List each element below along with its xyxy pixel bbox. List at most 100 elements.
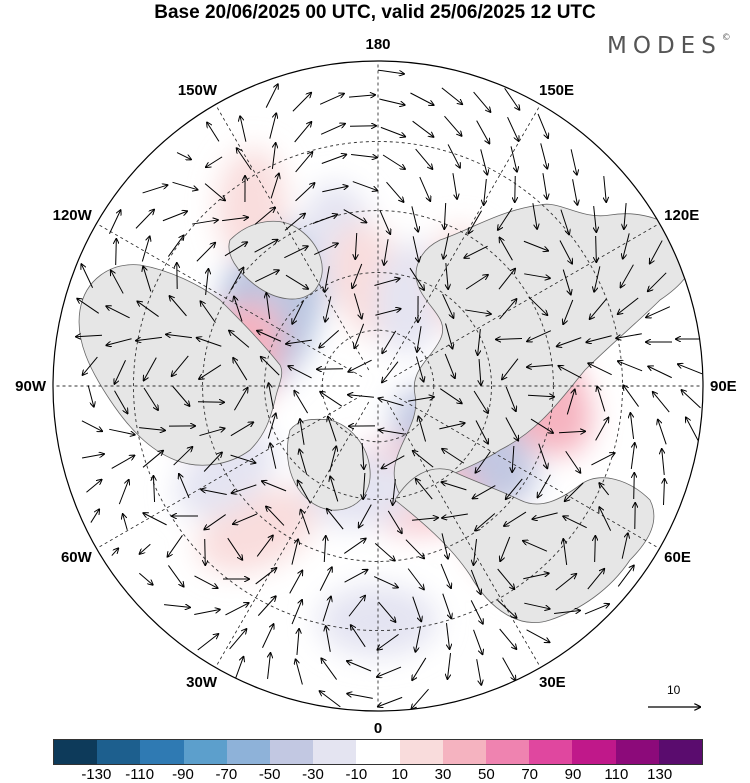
- longitude-label: 0: [374, 720, 382, 735]
- wind-arrow: [442, 482, 467, 491]
- wind-arrow: [650, 240, 663, 264]
- wind-arrow: [409, 267, 424, 290]
- wind-arrow: [595, 536, 596, 563]
- wind-arrow: [116, 239, 117, 266]
- wind-arrow: [441, 87, 462, 104]
- wind-arrow: [464, 245, 488, 258]
- wind-arrow: [207, 123, 220, 142]
- wind-arrow: [498, 269, 515, 290]
- wind-arrow: [412, 518, 438, 521]
- wind-arrow: [686, 418, 699, 441]
- wind-arrow: [523, 240, 548, 251]
- wind-arrow: [196, 243, 215, 262]
- wind-arrow: [312, 214, 337, 224]
- wind-arrow: [442, 293, 454, 318]
- wind-arrow: [351, 153, 377, 157]
- wind-arrow: [648, 272, 667, 291]
- longitude-label: 150W: [178, 82, 218, 99]
- wind-arrow: [523, 573, 548, 580]
- wind-arrow: [594, 206, 597, 232]
- wind-vectors: [76, 69, 703, 709]
- wind-arrow: [524, 602, 549, 609]
- wind-arrow: [378, 696, 403, 706]
- wind-arrow: [528, 296, 548, 315]
- wind-arrow: [353, 293, 361, 319]
- colorbar-label: -90: [172, 766, 194, 783]
- wind-arrow: [621, 264, 634, 288]
- longitude-label: 30W: [186, 674, 218, 691]
- wind-arrow: [594, 266, 601, 291]
- wind-arrow: [378, 69, 404, 74]
- wind-arrow: [527, 330, 552, 342]
- wind-arrow: [109, 428, 134, 434]
- longitude-label: 60E: [664, 549, 691, 566]
- wind-arrow: [473, 629, 483, 654]
- wind-arrow: [505, 386, 516, 411]
- wind-arrow: [599, 483, 610, 496]
- wind-arrow: [204, 514, 226, 530]
- wind-arrow: [143, 387, 158, 410]
- land-eurasia: [393, 203, 695, 501]
- wind-arrow: [142, 185, 168, 194]
- wind-arrow: [111, 456, 135, 469]
- wind-arrow: [563, 299, 574, 324]
- wind-arrow: [479, 358, 481, 385]
- wind-arrow: [135, 210, 154, 229]
- wind-arrow: [555, 574, 576, 591]
- wind-arrow: [230, 422, 253, 437]
- wind-arrow: [255, 568, 277, 585]
- wind-arrow: [173, 447, 193, 466]
- wind-arrow: [412, 596, 421, 622]
- wind-arrow: [222, 217, 248, 222]
- wind-arrow: [319, 329, 340, 347]
- wind-arrow: [444, 353, 455, 378]
- wind-arrow: [634, 473, 635, 500]
- wind-arrow: [199, 428, 224, 437]
- wind-arrow: [618, 361, 643, 372]
- wind-arrow: [347, 661, 372, 672]
- wind-arrow: [362, 442, 364, 469]
- wind-arrow: [288, 366, 312, 379]
- wind-arrow: [257, 596, 275, 616]
- wind-arrow: [354, 323, 365, 348]
- wind-arrow: [512, 445, 514, 472]
- wind-arrow: [559, 366, 582, 379]
- wind-arrow: [325, 266, 330, 292]
- wind-arrow: [111, 548, 118, 556]
- wind-arrow: [475, 420, 488, 443]
- wind-arrow: [285, 274, 308, 289]
- wind-arrow: [199, 364, 222, 379]
- wind-arrow: [262, 481, 287, 492]
- wind-arrow: [416, 479, 433, 500]
- wind-arrow: [557, 337, 582, 347]
- wind-arrow: [352, 181, 377, 191]
- wind-arrow: [504, 87, 520, 109]
- wind-arrow: [344, 570, 368, 583]
- wind-arrow: [296, 659, 303, 685]
- colorbar-label: 50: [477, 766, 495, 783]
- wind-arrow: [227, 537, 242, 560]
- wind-arrow: [162, 211, 187, 222]
- wind-arrow: [562, 269, 571, 295]
- wind-arrow: [559, 240, 572, 263]
- wind-arrow: [206, 269, 209, 295]
- wind-arrow: [499, 628, 517, 649]
- longitude-label: 120E: [664, 207, 699, 224]
- wind-arrow: [87, 385, 94, 406]
- wind-arrow: [507, 116, 519, 141]
- wind-arrow: [351, 625, 366, 648]
- wind-arrow: [179, 474, 190, 499]
- colorbar-swatch: [97, 740, 141, 764]
- wind-arrow: [382, 154, 405, 169]
- wind-arrow: [384, 239, 389, 265]
- wind-arrow: [570, 149, 577, 174]
- colorbar-label: 10: [391, 766, 408, 783]
- wind-arrow: [540, 143, 548, 168]
- wind-arrow: [326, 626, 331, 652]
- wind-arrow: [473, 390, 488, 413]
- wind-arrow: [566, 390, 574, 415]
- wind-arrow: [144, 357, 157, 381]
- wind-arrow: [379, 98, 404, 105]
- map-border: [52, 60, 704, 712]
- wind-arrow: [255, 270, 278, 283]
